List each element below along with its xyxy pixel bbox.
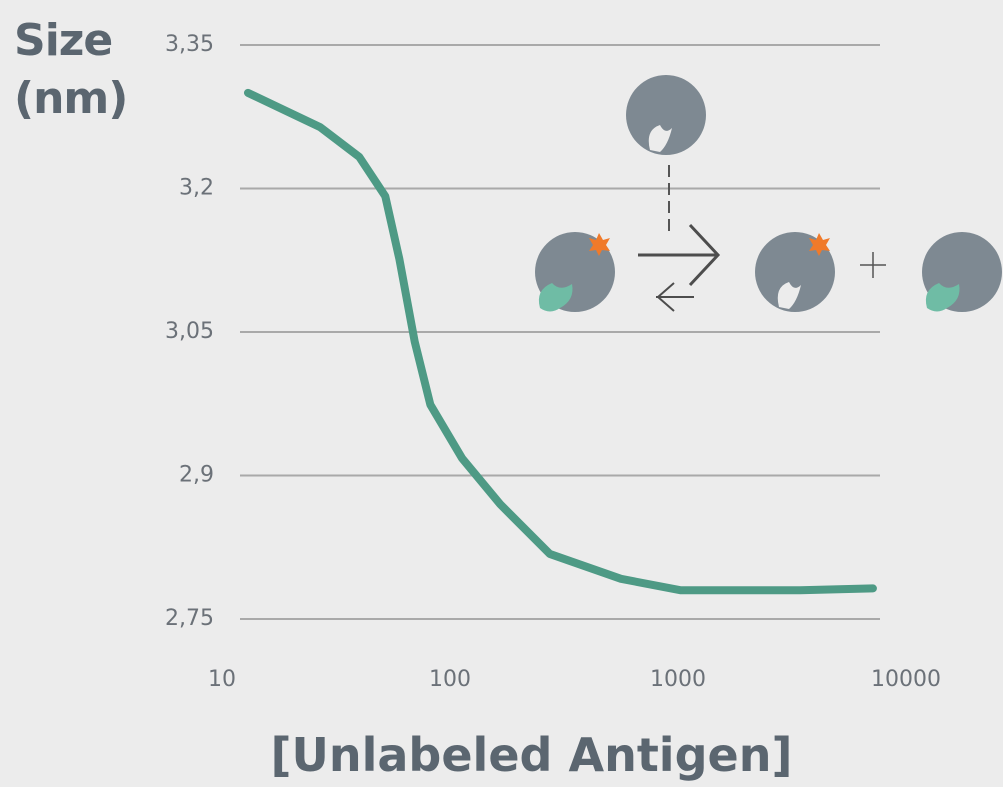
data-line	[248, 93, 873, 590]
y-tick-label: 3,05	[165, 319, 214, 344]
y-tick-label: 3,2	[179, 176, 214, 201]
binding-diagram	[535, 75, 1002, 312]
page: {"chart_data": {"type": "line", "ylabel"…	[0, 0, 1003, 787]
y-tick-label: 2,75	[165, 606, 214, 631]
x-tick-label: 10	[208, 667, 236, 692]
plus-sign	[860, 252, 886, 278]
forward-arrow	[638, 225, 718, 285]
y-tick-label: 2,9	[179, 463, 214, 488]
x-tick-label: 10000	[871, 667, 941, 692]
x-tick-label: 1000	[650, 667, 706, 692]
y-tick-label: 3,35	[165, 32, 214, 57]
reverse-arrow	[656, 283, 694, 311]
x-tick-label: 100	[429, 667, 471, 692]
chart: 2,75 2,9 3,05 3,2 3,35 10 100 1000 10000	[0, 0, 1003, 787]
grid	[240, 45, 880, 619]
